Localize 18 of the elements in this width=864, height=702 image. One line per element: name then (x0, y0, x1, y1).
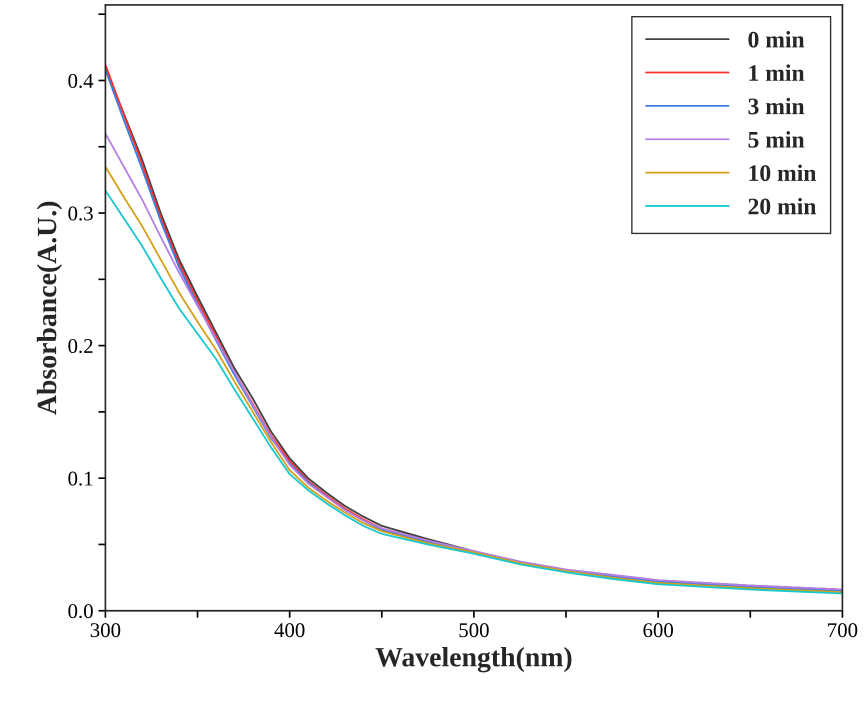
x-axis-title: Wavelength(nm) (376, 646, 572, 672)
x-tick-label: 400 (274, 623, 304, 638)
x-tick-label: 300 (90, 623, 120, 638)
legend-label: 0 min (748, 31, 804, 48)
y-tick-label: 0.4 (68, 74, 94, 88)
x-tick-label: 700 (828, 623, 858, 638)
y-tick-label: 0.0 (68, 604, 93, 618)
y-tick-label: 0.2 (68, 338, 92, 354)
x-tick-label: 600 (643, 623, 673, 638)
legend-label: 5 min (748, 131, 804, 148)
y-tick-label: 0.3 (68, 206, 93, 221)
y-axis-title: Absorbance(A.U.) (36, 202, 62, 415)
legend-label: 10 min (749, 164, 816, 182)
legend-label: 20 min (748, 198, 816, 214)
y-tick-label: 0.1 (68, 472, 92, 486)
legend-label: 3 min (748, 98, 804, 114)
x-tick-label: 500 (459, 623, 489, 638)
legend-label: 1 min (749, 64, 804, 81)
